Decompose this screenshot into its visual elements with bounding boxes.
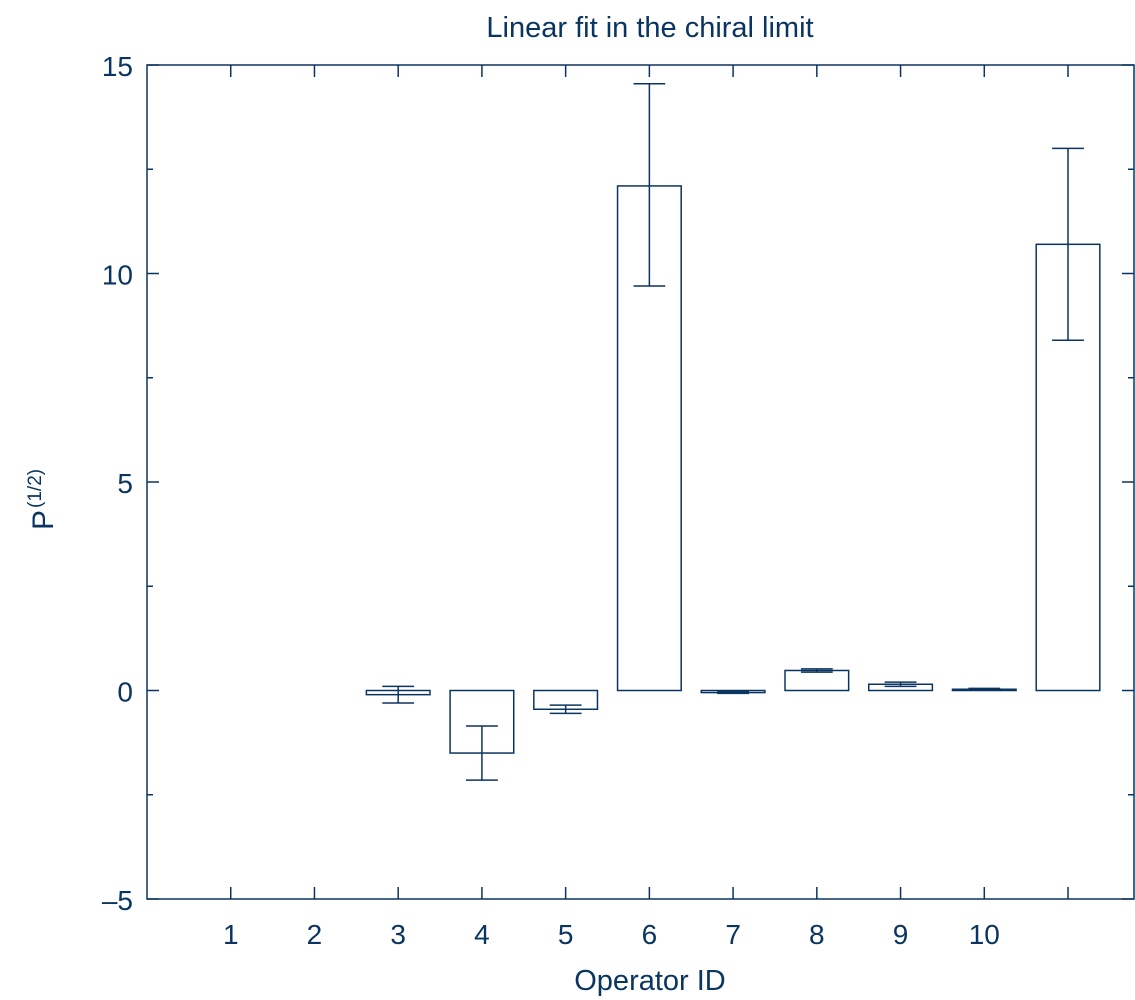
x-tick-label: 9 bbox=[893, 919, 909, 950]
x-axis: 1 2 3 4 5 6 7 8 9 10 bbox=[223, 65, 1069, 950]
x-tick-label: 8 bbox=[809, 919, 825, 950]
bar bbox=[784, 669, 850, 692]
plot-frame bbox=[146, 64, 1135, 900]
y-axis-label: P(1/2) bbox=[25, 469, 60, 530]
x-tick-label: 5 bbox=[558, 919, 574, 950]
x-tick-label: 7 bbox=[725, 919, 741, 950]
y-axis: –5 0 5 10 15 bbox=[102, 51, 1134, 916]
x-tick-label: 2 bbox=[307, 919, 323, 950]
x-tick-label: 10 bbox=[969, 919, 1000, 950]
x-tick-label: 1 bbox=[223, 919, 239, 950]
y-axis-label-main: P bbox=[27, 510, 60, 530]
chart-title: Linear fit in the chiral limit bbox=[486, 12, 813, 44]
bars bbox=[365, 83, 1101, 781]
y-tick-label: 5 bbox=[117, 468, 133, 499]
x-tick-label: 6 bbox=[642, 919, 658, 950]
y-tick-label: 0 bbox=[117, 677, 133, 708]
y-axis-label-superscript: (1/2) bbox=[25, 469, 46, 508]
y-tick-label: –5 bbox=[102, 885, 133, 916]
x-axis-label: Operator ID bbox=[574, 965, 726, 997]
y-tick-label: 10 bbox=[102, 260, 133, 291]
x-tick-label: 4 bbox=[474, 919, 490, 950]
x-tick-label: 3 bbox=[390, 919, 406, 950]
y-tick-label: 15 bbox=[102, 51, 133, 82]
